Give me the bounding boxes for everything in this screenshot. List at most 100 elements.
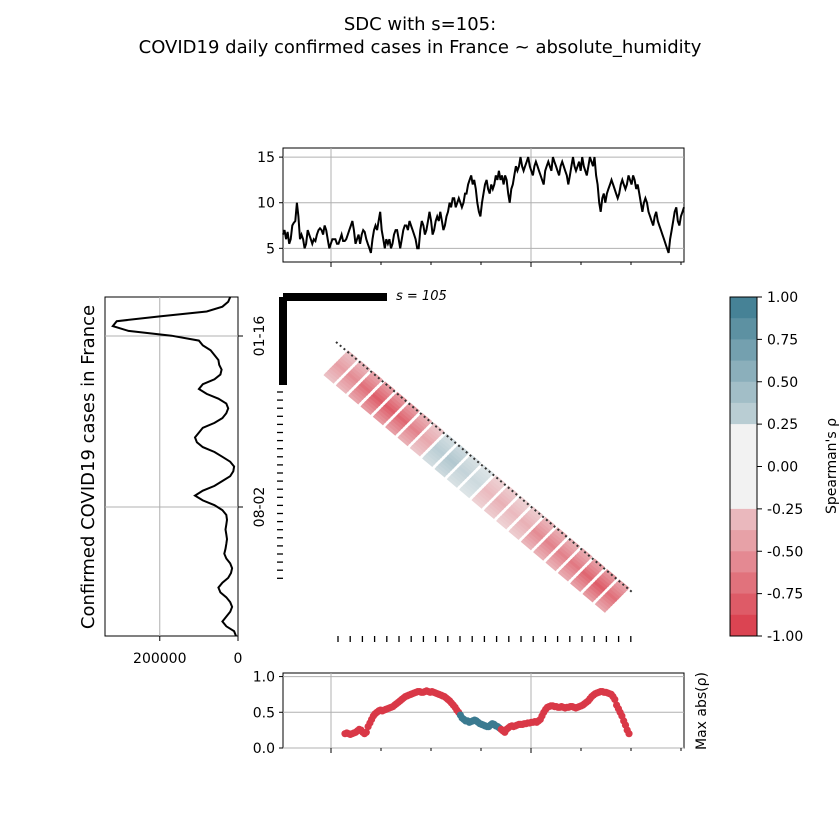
heatmap-cell <box>341 354 354 367</box>
heatmap-cell <box>593 579 607 592</box>
heatmap-cell <box>372 413 386 426</box>
heatmap-cell <box>557 569 571 582</box>
colorbar: 1.00 0.75 0.50 0.25 0.00 -0.25 -0.50 -0.75 -1.00… <box>729 290 840 645</box>
colorbar-band <box>730 508 757 531</box>
heatmap-cell <box>353 364 367 377</box>
heatmap-cell <box>435 442 449 454</box>
top-ytick-label: 15 <box>257 150 275 166</box>
window-size-label: s = 105 <box>396 289 447 304</box>
heatmap-cell <box>496 494 510 506</box>
heatmap-cell <box>531 527 545 540</box>
heatmap-cell <box>485 505 499 517</box>
max-rho-point <box>611 695 619 704</box>
heatmap-cell <box>519 517 533 529</box>
heatmap-cell <box>515 521 528 534</box>
heatmap-cell <box>568 558 582 571</box>
heatmap-cell <box>523 512 537 525</box>
heatmap-cell <box>481 464 494 477</box>
heatmap-cell <box>404 404 418 416</box>
heatmap-cell <box>371 392 385 404</box>
heatmap-cell <box>566 561 580 573</box>
heatmap-cell <box>486 481 500 494</box>
heatmap-cell <box>389 419 403 432</box>
heatmap-cell <box>474 471 488 483</box>
colorbar-band <box>730 572 757 595</box>
heatmap-cell <box>494 496 508 509</box>
heatmap-cell <box>596 599 610 611</box>
top-ytick-label: 5 <box>266 241 275 257</box>
heatmap-cell <box>612 583 626 596</box>
heatmap-cell <box>340 378 353 390</box>
colorbar-band <box>730 381 757 404</box>
heatmap-cell <box>365 375 379 387</box>
heatmap-cell <box>379 407 393 419</box>
heatmap-cell <box>548 533 562 546</box>
heatmap-cell <box>354 386 368 398</box>
heatmap-cell <box>547 557 561 569</box>
heatmap-cell <box>380 383 394 396</box>
heatmap-cell <box>466 456 480 469</box>
heatmap-cell <box>578 571 592 584</box>
heatmap-cell <box>355 362 369 375</box>
heatmap-cell <box>509 504 523 517</box>
heatmap-cell <box>595 577 609 590</box>
heatmap-cell <box>521 515 535 527</box>
heatmap-cell <box>482 486 496 498</box>
heatmap-cell <box>414 440 427 453</box>
heatmap-cell <box>419 412 433 425</box>
heatmap-cell <box>570 556 584 569</box>
heatmap-cell <box>412 419 426 431</box>
heatmap-cell <box>582 590 596 603</box>
heatmap-cell <box>359 381 372 394</box>
heatmap-cell <box>446 476 460 488</box>
heatmap-cell <box>373 390 387 402</box>
heatmap-cell <box>504 509 518 521</box>
heatmap-cell <box>367 373 381 385</box>
left-xtick-label: 0 <box>234 651 243 667</box>
chart-title-line1: SDC with s=105: <box>343 14 497 35</box>
heatmap-cell <box>480 488 494 500</box>
heatmap-cell <box>507 506 520 519</box>
heatmap-cell <box>431 422 445 435</box>
heatmap-cell <box>470 475 483 488</box>
heatmap-cell <box>418 436 432 448</box>
heatmap-cell <box>581 569 594 582</box>
top-ytick-label: 10 <box>257 196 275 212</box>
heatmap-cell <box>375 387 389 400</box>
heatmap-cell <box>336 358 350 371</box>
heatmap-cell <box>525 534 538 546</box>
heatmap-cell <box>343 352 357 364</box>
colorbar-tick-label: 0.75 <box>767 332 798 348</box>
heatmap-cell <box>451 471 464 484</box>
heatmap-cell <box>586 586 600 599</box>
heatmap-cell <box>411 442 425 455</box>
heatmap-cell <box>536 523 549 535</box>
heatmap-cell <box>490 500 504 513</box>
colorbar-band <box>730 530 757 552</box>
heatmap-cell <box>545 559 559 572</box>
heatmap-cell <box>348 392 361 405</box>
heatmap-cell <box>467 477 481 490</box>
heatmap-cell <box>589 584 602 596</box>
heatmap-cell <box>556 548 570 561</box>
heatmap-cell <box>502 511 516 523</box>
heatmap-cell <box>538 521 552 533</box>
heatmap-cell <box>410 421 424 433</box>
top-panel: 5 10 15 <box>257 147 685 267</box>
colorbar-band <box>730 614 757 637</box>
heatmap-cell <box>614 581 628 594</box>
heatmap-cell <box>530 506 544 518</box>
heatmap-cell <box>459 463 473 475</box>
heatmap-cell <box>610 585 623 598</box>
heatmap-cell <box>417 414 431 427</box>
heatmap-cell <box>363 377 377 390</box>
heatmap-cell <box>346 371 360 384</box>
colorbar-band <box>730 424 757 446</box>
chart-title-line2: COVID19 daily confirmed cases in France … <box>138 37 702 58</box>
heatmap-cell <box>424 453 438 465</box>
heatmap-cell <box>436 463 450 476</box>
top-panel-frame <box>282 147 685 263</box>
heatmap-cell <box>338 356 352 369</box>
heatmap-cell <box>406 425 420 438</box>
heatmap-cell <box>367 396 380 409</box>
